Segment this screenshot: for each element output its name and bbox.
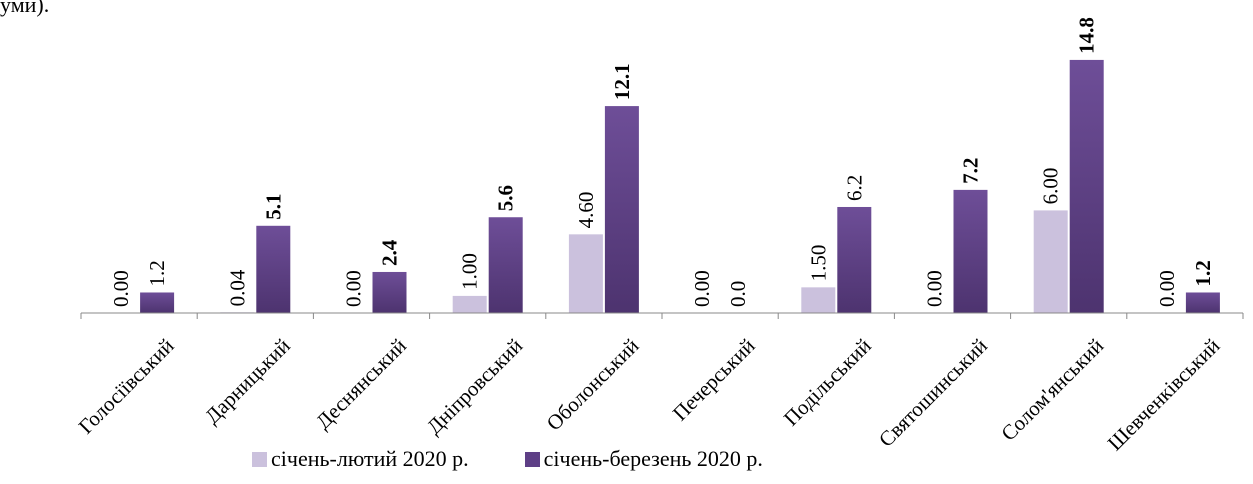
data-label-series-1-0: 0.00: [109, 270, 133, 307]
data-label-series-1-3: 1.00: [458, 253, 482, 290]
data-label-series-1-5: 0.00: [690, 270, 714, 307]
data-label-series-1-1: 0.04: [225, 269, 249, 306]
data-label-series-1-8: 6.00: [1039, 168, 1063, 205]
data-label-series-1-4: 4.60: [574, 192, 598, 229]
x-tick-label-3: Дніпровський: [422, 334, 527, 439]
x-tick-label-0: Голосіївський: [74, 334, 179, 439]
bar-series-2-6: [837, 207, 871, 313]
data-label-series-1-2: 0.00: [342, 270, 366, 307]
bar-series-2-4: [605, 106, 639, 313]
data-label-series-2-4: 12.1: [610, 63, 634, 100]
bar-series-1-3: [453, 296, 487, 313]
data-label-series-2-8: 14.8: [1075, 17, 1099, 54]
bar-series-2-2: [373, 272, 407, 313]
bar-series-2-3: [489, 217, 523, 313]
x-tick-label-9: Шевченківський: [1103, 334, 1225, 456]
data-label-series-2-7: 7.2: [959, 158, 983, 184]
data-label-series-1-7: 0.00: [923, 270, 947, 307]
bar-series-2-8: [1070, 60, 1104, 313]
x-tick-label-5: Печерський: [668, 334, 760, 426]
data-label-series-1-6: 1.50: [806, 245, 830, 282]
x-tick-label-7: Святошинський: [874, 334, 992, 452]
legend-label-series-1: січень-лютий 2020 р.: [271, 446, 469, 472]
bar-series-1-4: [569, 234, 603, 313]
legend-swatch-series-2: [525, 452, 540, 467]
legend-label-series-2: січень-березень 2020 р.: [544, 446, 763, 472]
data-label-series-2-6: 6.2: [842, 175, 866, 201]
bar-series-1-6: [801, 287, 835, 313]
x-tick-label-6: Подільський: [779, 334, 876, 431]
legend-item-series-2: січень-березень 2020 р.: [525, 446, 763, 472]
bar-series-2-1: [256, 226, 290, 313]
bar-series-2-0: [140, 292, 174, 313]
data-label-series-2-1: 5.1: [261, 194, 285, 220]
data-label-series-2-5: 0.0: [726, 281, 750, 307]
x-tick-label-2: Деснянський: [311, 334, 411, 434]
bar-series-2-7: [954, 190, 988, 313]
bar-series-1-8: [1034, 210, 1068, 313]
x-tick-label-1: Дарницький: [200, 334, 295, 429]
data-label-series-2-9: 1.2: [1191, 260, 1215, 286]
legend-item-series-1: січень-лютий 2020 р.: [252, 446, 469, 472]
x-tick-label-8: Солом'янський: [996, 334, 1108, 446]
data-label-series-1-9: 0.00: [1155, 270, 1179, 307]
top-text-fragment: уми).: [0, 0, 49, 18]
data-label-series-2-2: 2.4: [378, 239, 402, 266]
data-label-series-2-3: 5.6: [494, 185, 518, 211]
x-tick-label-4: Оболонський: [542, 334, 644, 436]
legend: січень-лютий 2020 р. січень-березень 202…: [252, 446, 819, 472]
bar-series-2-9: [1186, 292, 1220, 313]
data-label-series-2-0: 1.2: [145, 260, 169, 286]
legend-swatch-series-1: [252, 452, 267, 467]
